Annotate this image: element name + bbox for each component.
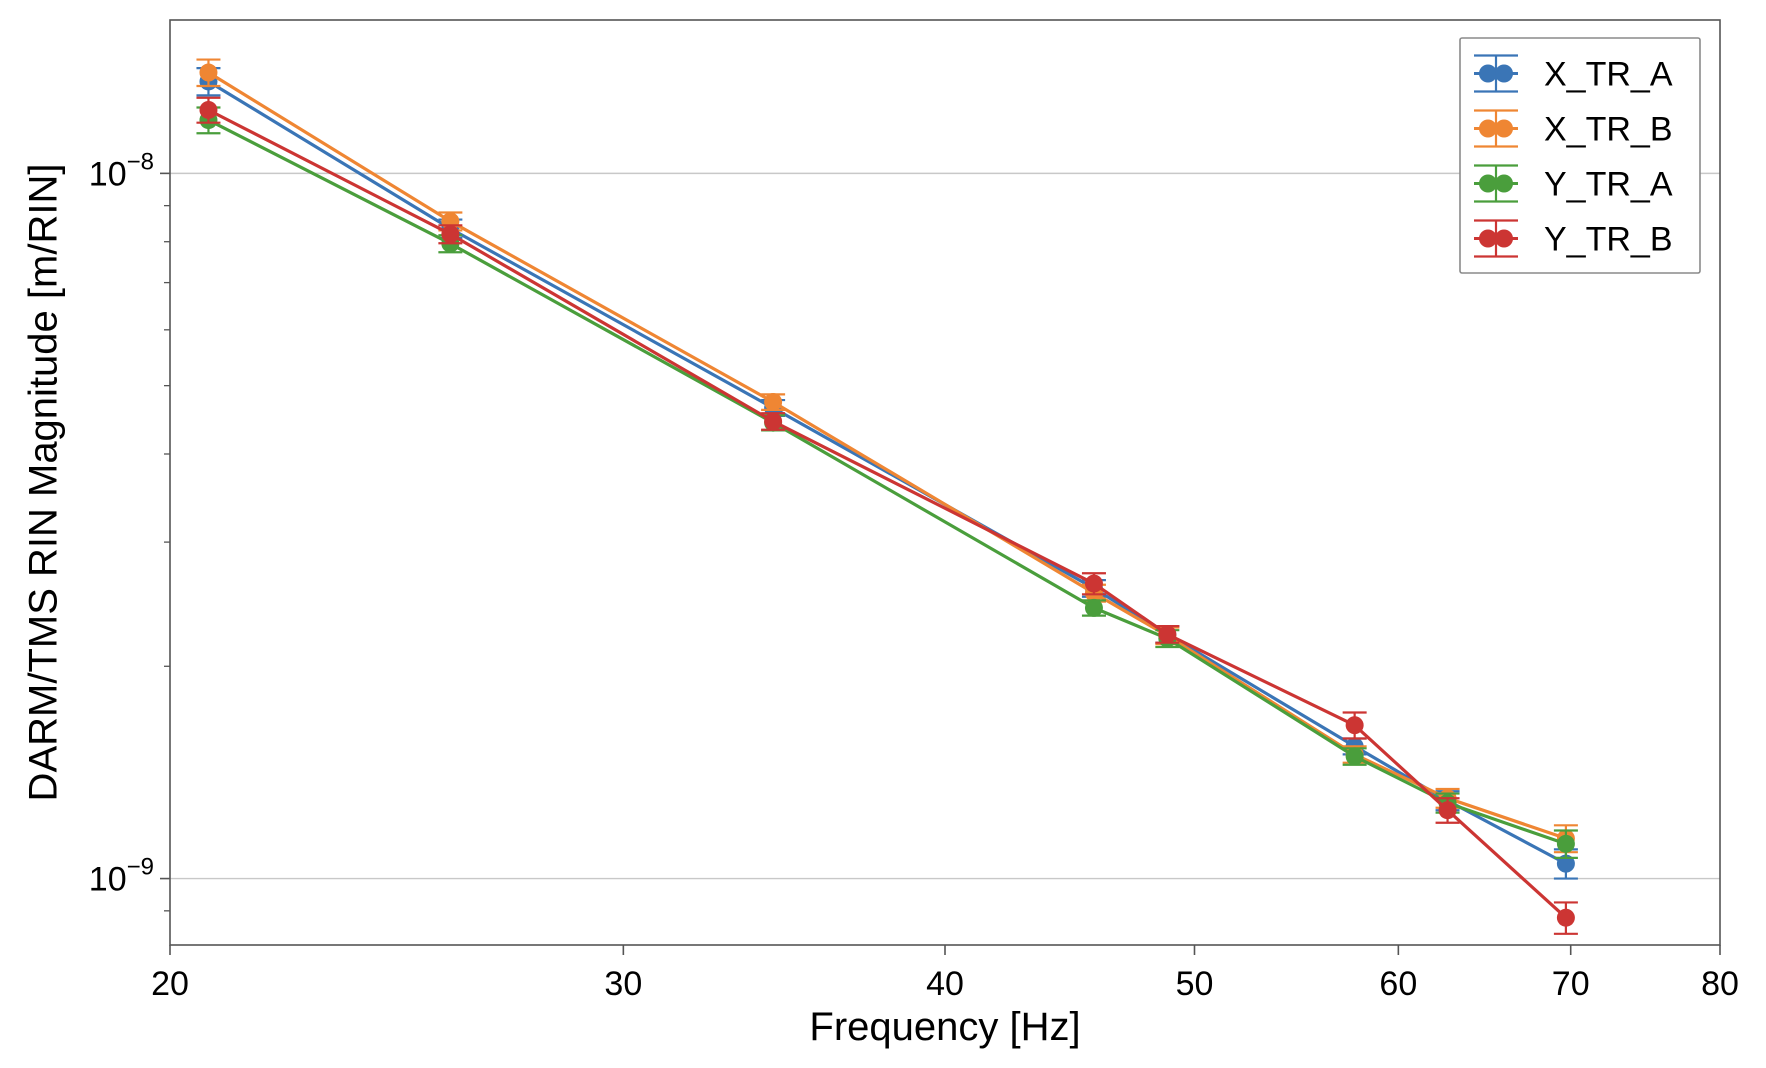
data-point — [199, 63, 218, 82]
legend-marker — [1495, 229, 1513, 248]
data-point — [1438, 801, 1457, 820]
x-tick-label: 20 — [151, 965, 189, 1003]
y-tick-label-exponent: −8 — [127, 148, 154, 175]
series-line-x-tr-b — [207, 71, 1567, 840]
y-tick-label-base: 10 — [89, 861, 127, 899]
y-tick-label: 10−9 — [89, 854, 154, 899]
legend-label: X_TR_A — [1544, 56, 1673, 94]
series-line-y-tr-b — [207, 108, 1567, 919]
legend-item: X_TR_B — [1474, 109, 1673, 149]
axes: 10−910−820 30 40 50 60 70 80 — [89, 148, 1739, 1003]
data-point — [1084, 598, 1103, 617]
data-point — [1556, 908, 1575, 927]
legend-frame — [1459, 37, 1701, 274]
data-point — [1345, 747, 1364, 766]
legend-marker — [1495, 64, 1513, 83]
data-point — [764, 412, 783, 431]
legend-item: Y_TR_B — [1474, 219, 1673, 259]
data-point — [1556, 834, 1575, 853]
series-layer — [196, 58, 1578, 935]
series-y-tr-b — [196, 96, 1578, 935]
legend-marker — [1479, 64, 1497, 83]
legend-label: Y_TR_A — [1544, 166, 1673, 204]
y-tick-label: 10−8 — [89, 148, 154, 193]
x-tick-label: 70 — [1552, 965, 1590, 1003]
y-tick-label-exponent: −9 — [127, 854, 154, 881]
y-tick-label-base: 10 — [89, 155, 127, 193]
legend: X_TR_A X_TR_B Y_TR_A Y_TR_B — [1459, 37, 1701, 274]
legend-label: Y_TR_B — [1544, 221, 1673, 259]
data-point — [441, 225, 460, 244]
data-point — [764, 393, 783, 412]
data-point — [1345, 716, 1364, 735]
legend-item: Y_TR_A — [1474, 164, 1673, 204]
legend-marker — [1479, 119, 1497, 138]
legend-marker — [1495, 174, 1513, 193]
x-tick-label: 80 — [1701, 965, 1739, 1003]
x-axis-title: Frequency [Hz] — [809, 1005, 1080, 1049]
legend-label: X_TR_B — [1544, 111, 1673, 149]
y-axis-title: DARM/TMS RIN Magnitude [m/RIN] — [22, 164, 66, 802]
legend-marker — [1479, 229, 1497, 248]
x-tick-label: 60 — [1379, 965, 1417, 1003]
x-tick-label: 50 — [1176, 965, 1214, 1003]
x-tick-label: 40 — [926, 965, 964, 1003]
data-point — [1084, 574, 1103, 593]
data-point — [1556, 854, 1575, 873]
legend-marker — [1495, 119, 1513, 138]
data-point — [199, 100, 218, 119]
legend-item: X_TR_A — [1474, 54, 1673, 94]
x-tick-label: 30 — [604, 965, 642, 1003]
data-point — [1158, 625, 1177, 644]
legend-marker — [1479, 174, 1497, 193]
